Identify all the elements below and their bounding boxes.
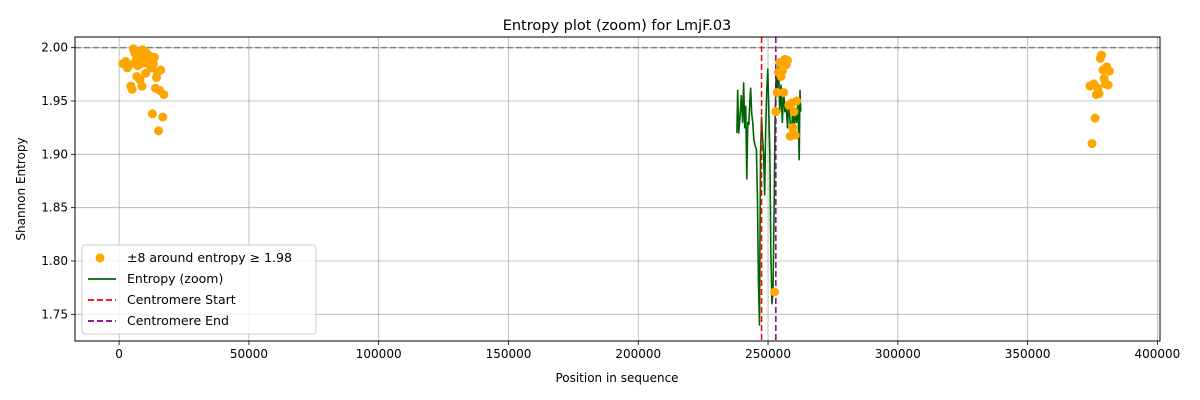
legend-label-centromere-end: Centromere End bbox=[127, 313, 229, 328]
entropy-line bbox=[736, 62, 802, 326]
legend-marker-points bbox=[95, 253, 105, 263]
y-tick-label: 1.90 bbox=[41, 147, 68, 161]
y-axis-title: Shannon Entropy bbox=[14, 137, 28, 240]
scatter-point bbox=[772, 87, 782, 97]
scatter-point bbox=[792, 96, 802, 106]
legend-label-points: ±8 around entropy ≥ 1.98 bbox=[127, 250, 292, 265]
y-tick-label: 1.85 bbox=[41, 201, 68, 215]
x-tick-label: 50000 bbox=[230, 347, 268, 361]
scatter-point bbox=[789, 107, 799, 117]
scatter-point bbox=[770, 287, 780, 297]
scatter-point bbox=[156, 65, 166, 75]
chart-title: Entropy plot (zoom) for LmjF.03 bbox=[503, 18, 732, 34]
scatter-point bbox=[1104, 66, 1114, 76]
scatter-point bbox=[147, 109, 157, 119]
scatter-point bbox=[137, 81, 147, 91]
plot-area bbox=[75, 37, 1160, 341]
scatter-point bbox=[771, 107, 781, 117]
scatter-point bbox=[1087, 139, 1097, 149]
legend-label-centromere-start: Centromere Start bbox=[127, 292, 236, 307]
scatter-point bbox=[154, 126, 164, 136]
x-tick-label: 400000 bbox=[1134, 347, 1180, 361]
scatter-point bbox=[790, 130, 800, 140]
x-tick-label: 0 bbox=[115, 347, 123, 361]
x-axis-title: Position in sequence bbox=[555, 371, 678, 385]
scatter-point bbox=[158, 112, 168, 122]
x-tick-label: 300000 bbox=[875, 347, 921, 361]
y-axis-ticks: 1.75 1.80 1.85 1.90 1.95 2.00 bbox=[41, 41, 75, 321]
scatter-point bbox=[141, 68, 151, 78]
scatter-point bbox=[159, 90, 169, 100]
y-tick-label: 1.95 bbox=[41, 94, 68, 108]
legend-box bbox=[81, 244, 317, 335]
scatter-point bbox=[149, 52, 159, 62]
x-tick-label: 250000 bbox=[745, 347, 791, 361]
scatter-point bbox=[127, 84, 137, 94]
scatter-point bbox=[783, 55, 793, 65]
x-axis-ticks: 0 50000 100000 150000 200000 250000 300000 3500… bbox=[115, 341, 1180, 361]
scatter-point bbox=[788, 123, 798, 133]
x-tick-label: 200000 bbox=[615, 347, 661, 361]
x-tick-label: 150000 bbox=[486, 347, 532, 361]
x-tick-label: 100000 bbox=[356, 347, 402, 361]
plot-frame bbox=[74, 36, 1161, 342]
x-tick-label: 350000 bbox=[1005, 347, 1051, 361]
legend: ±8 around entropy ≥ 1.98 Entropy (zoom) … bbox=[81, 244, 317, 335]
legend-label-entropy: Entropy (zoom) bbox=[127, 271, 223, 286]
y-tick-label: 1.75 bbox=[41, 307, 68, 321]
scatter-point bbox=[779, 87, 789, 97]
scatter-point bbox=[1103, 80, 1113, 90]
scatter-point bbox=[125, 60, 135, 70]
y-tick-label: 2.00 bbox=[41, 41, 68, 55]
scatter-point bbox=[1090, 113, 1100, 123]
scatter-point bbox=[1094, 89, 1104, 99]
scatter-point bbox=[1097, 50, 1107, 60]
y-tick-label: 1.80 bbox=[41, 254, 68, 268]
